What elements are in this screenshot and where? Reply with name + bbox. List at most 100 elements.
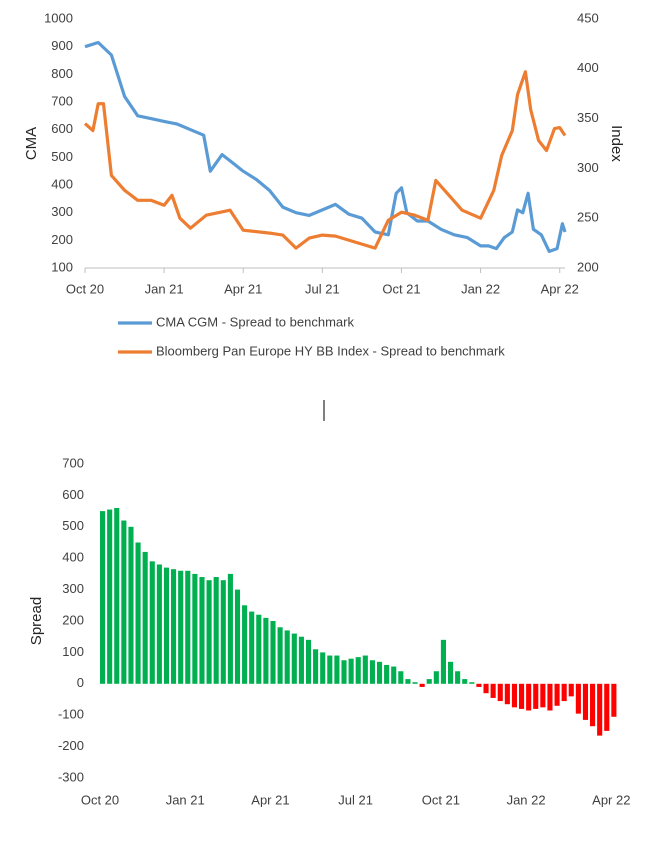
bar <box>284 630 290 684</box>
y-axis-title: CMA <box>23 127 40 160</box>
bar <box>142 551 148 684</box>
y-tick-label: -300 <box>58 769 84 784</box>
bar <box>171 569 177 684</box>
bar <box>604 683 610 731</box>
series-line <box>84 40 567 253</box>
x-tick-label: Apr 22 <box>592 792 630 807</box>
bar <box>384 664 390 684</box>
legend-label: CMA CGM - Spread to benchmark <box>156 314 354 329</box>
bar <box>291 633 297 684</box>
bar <box>568 683 574 697</box>
bar <box>412 682 418 684</box>
y-axis-title: Spread <box>28 597 45 645</box>
x-tick-label: Jul 21 <box>338 792 373 807</box>
bar <box>128 526 134 684</box>
x-tick-label: Oct 21 <box>382 281 420 296</box>
bar <box>256 614 262 684</box>
x-tick-label: Jan 22 <box>507 792 546 807</box>
y-tick-label: 800 <box>51 66 73 81</box>
bar <box>405 679 411 684</box>
bar <box>597 683 603 736</box>
bar <box>433 671 439 684</box>
bar <box>575 683 581 714</box>
bar <box>376 661 383 684</box>
bar <box>249 611 255 684</box>
x-tick-label: Apr 22 <box>541 281 579 296</box>
y-tick-label: -200 <box>58 738 84 753</box>
bar <box>206 580 212 684</box>
bar <box>298 636 304 684</box>
bar <box>178 570 184 684</box>
bar <box>369 660 375 684</box>
y-tick-label: -100 <box>58 707 84 722</box>
y-tick-label: 100 <box>51 259 73 274</box>
bar <box>547 683 553 711</box>
bar <box>504 683 510 705</box>
bar <box>419 683 425 687</box>
x-tick-label: Apr 21 <box>251 792 289 807</box>
bar <box>163 567 170 684</box>
bar <box>348 658 354 684</box>
y-tick-label: 200 <box>62 612 84 627</box>
x-tick-label: Jan 22 <box>461 281 500 296</box>
y-tick-label: 600 <box>51 121 73 136</box>
y-tick-label: 700 <box>62 455 84 470</box>
bar <box>320 652 326 684</box>
bar <box>277 627 283 684</box>
bar <box>220 580 226 684</box>
bar <box>533 683 539 709</box>
bar <box>398 671 404 684</box>
bar <box>511 683 518 708</box>
y-tick-label: 300 <box>51 204 73 219</box>
bar <box>362 655 368 684</box>
bar <box>455 671 461 684</box>
bar <box>199 577 205 684</box>
legend-label: Bloomberg Pan Europe HY BB Index - Sprea… <box>156 343 505 358</box>
bar <box>327 655 333 684</box>
x-tick-label: Jul 21 <box>305 281 340 296</box>
bar <box>440 639 446 684</box>
bar <box>554 683 560 706</box>
bar <box>270 621 276 684</box>
x-tick-label: Jan 21 <box>166 792 205 807</box>
y2-axis-title: Index <box>608 125 625 162</box>
bar <box>476 683 482 687</box>
bar <box>334 655 340 684</box>
bar <box>590 683 596 727</box>
bar <box>611 683 617 717</box>
y2-tick-label: 200 <box>577 259 599 274</box>
series-line <box>83 70 567 250</box>
y-tick-label: 700 <box>51 93 73 108</box>
bar <box>355 657 361 684</box>
x-tick-label: Oct 21 <box>422 792 460 807</box>
bar <box>192 573 198 684</box>
y-tick-label: 300 <box>62 581 84 596</box>
y2-tick-label: 400 <box>577 60 599 75</box>
y-tick-label: 500 <box>51 149 73 164</box>
bar <box>213 577 219 684</box>
bar <box>263 617 269 684</box>
bar <box>497 683 503 702</box>
bar <box>156 564 162 684</box>
y2-tick-label: 250 <box>577 210 599 225</box>
bar <box>114 507 120 684</box>
bar <box>540 683 546 708</box>
bar <box>483 683 489 694</box>
bar <box>462 679 468 684</box>
y-tick-label: 900 <box>51 38 73 53</box>
y2-tick-label: 350 <box>577 110 599 125</box>
bar <box>447 661 454 684</box>
y-tick-label: 400 <box>62 550 84 565</box>
x-tick-label: Oct 20 <box>81 792 119 807</box>
x-tick-label: Oct 20 <box>66 281 104 296</box>
y-tick-label: 200 <box>51 232 73 247</box>
bar <box>561 683 567 702</box>
bar <box>149 561 155 684</box>
bar <box>426 679 432 684</box>
y-tick-label: 600 <box>62 487 84 502</box>
y-tick-label: 0 <box>77 675 84 690</box>
bar <box>135 542 141 684</box>
bar <box>107 509 113 684</box>
